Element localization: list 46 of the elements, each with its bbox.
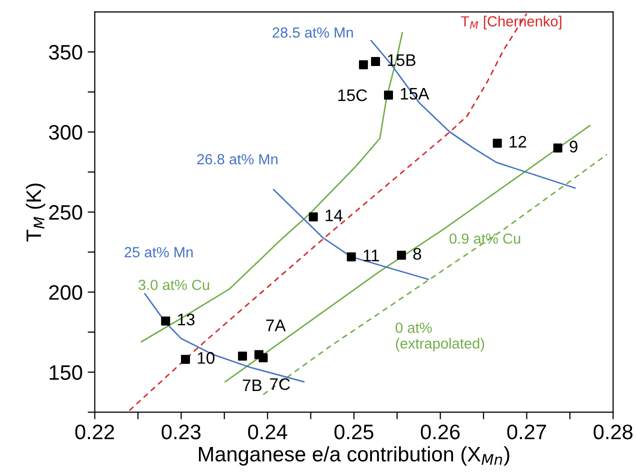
- point: [371, 57, 380, 66]
- point: [238, 352, 247, 361]
- annotation: 9: [570, 140, 578, 152]
- series-label: T$_{M}$ [Chernenko]: [460, 16, 562, 30]
- point: [180, 354, 190, 364]
- x-tick-label: 0.22: [75, 424, 114, 440]
- annotation: 12: [510, 136, 526, 148]
- x-tick-label: 0.26: [420, 424, 460, 440]
- annotation: 11: [364, 250, 379, 262]
- annotation: 7A: [266, 320, 286, 332]
- y-tick-label: 300: [48, 124, 82, 140]
- point: [358, 60, 368, 70]
- x-tick-label: 0.24: [248, 424, 288, 440]
- x-axis-title: Manganese e/a contribution (X$_{Mn}$): [198, 446, 510, 466]
- y-tick-label: 250: [49, 205, 82, 220]
- x-tick-label: 0.28: [594, 424, 632, 440]
- series-label: 0 at% (extrapolated): [396, 322, 484, 352]
- y-tick-label: 200: [49, 285, 82, 300]
- line-series: [370, 40, 576, 189]
- annotation: 14: [326, 210, 342, 222]
- series-label: 0.9 at% Cu: [450, 233, 520, 244]
- text: 25 at% Mn: [124, 247, 193, 258]
- y-axis-title: T$_{M}$ (K): [26, 184, 46, 242]
- point: [346, 252, 356, 262]
- series-label: 28.5 at% Mn: [272, 27, 353, 38]
- annotation: 13: [178, 314, 195, 326]
- point: [258, 353, 268, 362]
- y-tick-label: 350: [48, 44, 82, 60]
- x-tick-label: 0.23: [162, 424, 201, 440]
- line-series: [272, 188, 429, 280]
- point: [553, 144, 562, 153]
- y-tick-label: 150: [50, 365, 82, 380]
- point: [161, 316, 170, 326]
- annotation: 10: [198, 352, 214, 364]
- annotation: 7C: [270, 378, 290, 390]
- point: [384, 90, 393, 100]
- point: [396, 250, 406, 260]
- series-label: 3.0 at% Cu: [138, 280, 210, 290]
- x-tick-label: 0.27: [507, 424, 546, 440]
- annotation: 7B: [242, 380, 262, 392]
- series-label: 26.8 at% Mn: [197, 154, 278, 164]
- annotation: 8: [413, 248, 422, 260]
- point: [492, 138, 502, 148]
- x-tick-label: 0.25: [334, 424, 374, 440]
- annotation: 15C: [338, 89, 367, 102]
- point: [308, 212, 318, 222]
